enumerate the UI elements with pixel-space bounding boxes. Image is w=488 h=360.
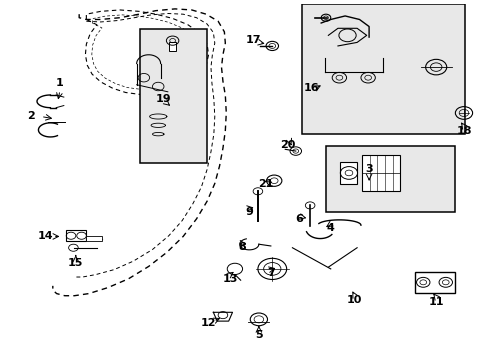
Bar (168, 42, 176, 51)
Bar (325, 147, 454, 212)
Text: 15: 15 (68, 258, 83, 268)
Text: 19: 19 (155, 94, 170, 104)
Bar (140, 29, 207, 163)
Bar (86, 236, 102, 241)
Text: 3: 3 (365, 165, 372, 174)
Text: 1: 1 (56, 78, 64, 88)
Bar (414, 272, 454, 293)
Text: 17: 17 (245, 35, 260, 45)
Text: 12: 12 (201, 318, 216, 328)
Text: 4: 4 (326, 222, 334, 233)
Text: 6: 6 (295, 214, 303, 224)
Text: 18: 18 (455, 126, 471, 136)
Bar (302, 4, 464, 134)
Bar (340, 162, 356, 184)
Bar (361, 155, 399, 190)
Text: 2: 2 (27, 112, 35, 121)
Text: 14: 14 (38, 231, 53, 242)
Text: 5: 5 (255, 330, 262, 340)
Text: 11: 11 (427, 297, 443, 307)
Text: 20: 20 (279, 140, 295, 150)
Text: 8: 8 (238, 242, 245, 252)
Text: 7: 7 (266, 269, 274, 279)
Bar (66, 230, 86, 241)
Text: 16: 16 (303, 83, 319, 93)
Text: 9: 9 (245, 207, 253, 217)
Text: 13: 13 (222, 274, 237, 284)
Text: 21: 21 (258, 179, 273, 189)
Text: 10: 10 (346, 295, 362, 305)
